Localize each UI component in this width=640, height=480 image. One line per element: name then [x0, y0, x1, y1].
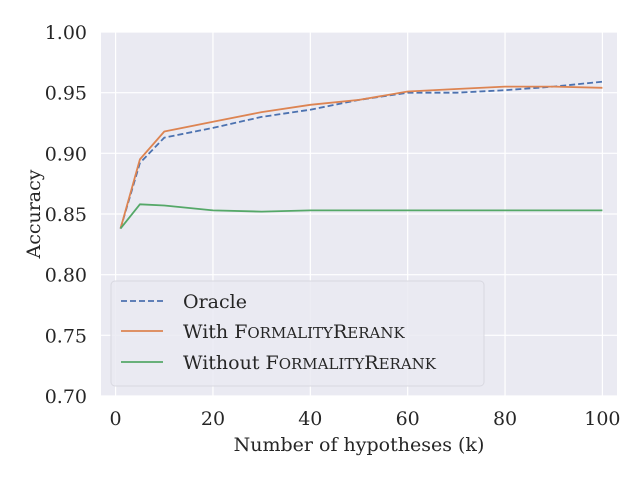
- series-line-1: [119, 85, 603, 229]
- x-tick-label: 100: [584, 408, 620, 430]
- series-line-2: [119, 203, 603, 230]
- y-tick-label: 1.00: [45, 22, 87, 44]
- series-lines: [119, 80, 603, 230]
- x-axis-ticks: 0 20 40 60 80 100: [110, 408, 621, 430]
- x-tick-label: 60: [396, 408, 420, 430]
- y-tick-label: 0.70: [45, 386, 87, 408]
- y-tick-label: 0.90: [45, 143, 87, 165]
- y-axis-label: Accuracy: [23, 169, 45, 259]
- legend-box: [110, 280, 485, 387]
- x-axis-label: Number of hypotheses (k): [234, 434, 485, 456]
- x-tick-label: 0: [110, 408, 122, 430]
- y-tick-label: 0.80: [45, 265, 87, 287]
- legend-label-0: Oracle: [183, 291, 247, 313]
- y-tick-label: 0.75: [45, 325, 87, 347]
- x-tick-label: 40: [298, 408, 322, 430]
- x-tick-label: 20: [201, 408, 225, 430]
- legend-label-2: Without FORMALITYRERANK: [183, 352, 437, 374]
- y-tick-label: 0.95: [45, 83, 87, 105]
- legend-label-1: With FORMALITYRERANK: [183, 321, 405, 343]
- legend: Oracle With FORMALITYRERANK Without FORMAL…: [110, 280, 485, 387]
- x-tick-label: 80: [493, 408, 517, 430]
- y-axis-ticks: 0.70 0.75 0.80 0.85 0.90 0.95 1.00: [45, 22, 87, 408]
- y-tick-label: 0.85: [45, 204, 87, 226]
